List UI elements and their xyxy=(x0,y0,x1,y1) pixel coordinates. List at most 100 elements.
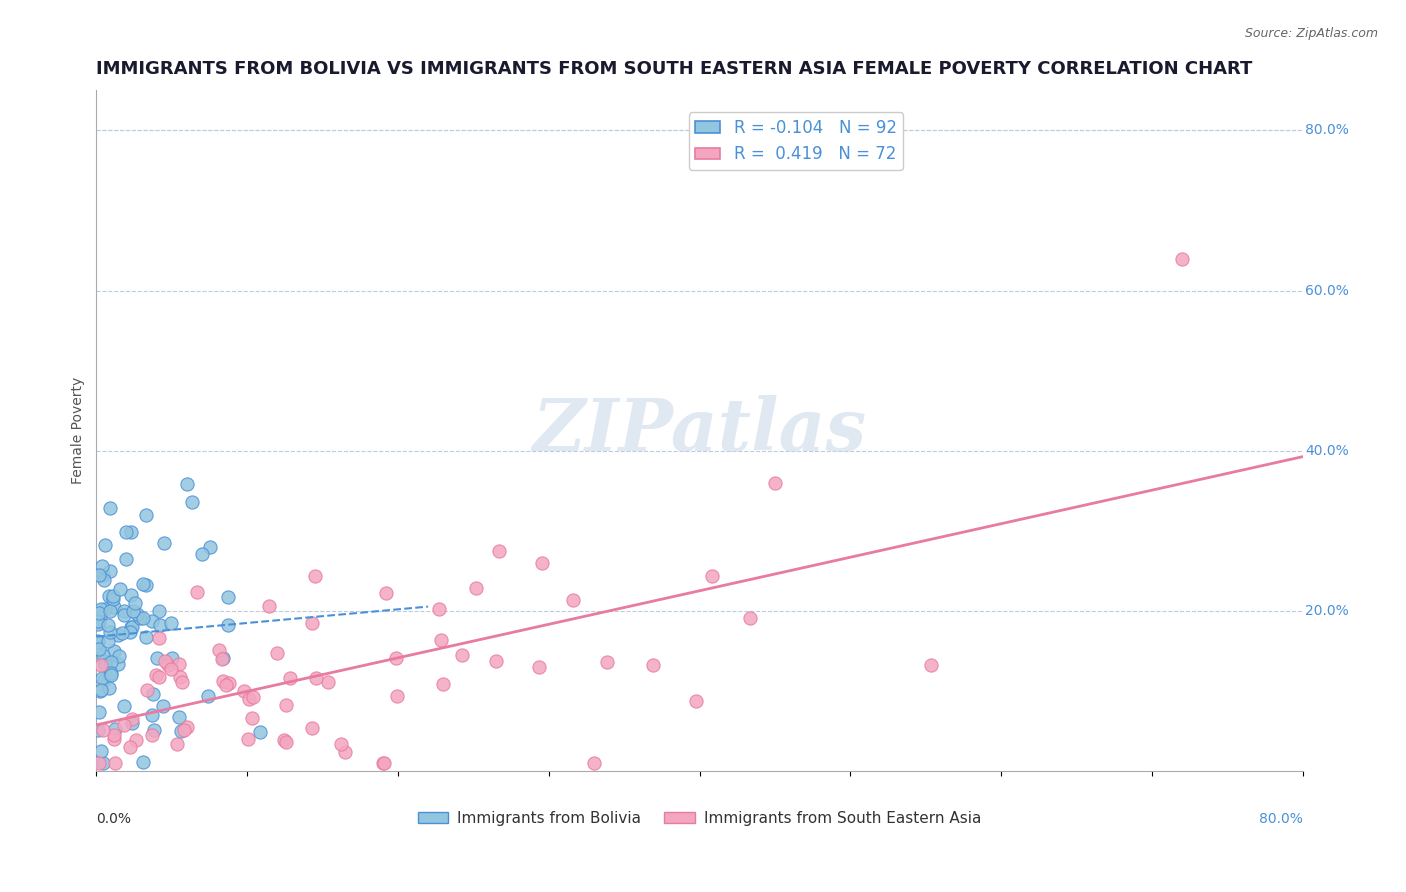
Immigrants from Bolivia xyxy=(94,602,117,616)
Immigrants from South Eastern Asia xyxy=(273,733,295,747)
Immigrants from Bolivia xyxy=(98,667,121,681)
Immigrants from South Eastern Asia xyxy=(301,721,323,735)
Immigrants from Bolivia xyxy=(93,653,115,667)
Immigrants from South Eastern Asia xyxy=(160,662,183,676)
Immigrants from South Eastern Asia xyxy=(427,602,450,616)
Immigrants from South Eastern Asia xyxy=(385,689,408,703)
Text: 20.0%: 20.0% xyxy=(1305,604,1348,618)
Text: 60.0%: 60.0% xyxy=(1305,284,1348,298)
Immigrants from Bolivia xyxy=(93,573,115,587)
Immigrants from Bolivia xyxy=(101,590,124,604)
Immigrants from South Eastern Asia xyxy=(257,599,280,613)
Immigrants from South Eastern Asia xyxy=(186,584,208,599)
Immigrants from Bolivia xyxy=(90,602,112,616)
Immigrants from Bolivia xyxy=(115,525,138,540)
Immigrants from South Eastern Asia xyxy=(208,643,231,657)
Immigrants from Bolivia xyxy=(141,708,163,723)
Immigrants from Bolivia xyxy=(149,618,172,632)
Immigrants from Bolivia xyxy=(87,635,110,649)
Immigrants from Bolivia xyxy=(110,582,132,596)
Immigrants from Bolivia xyxy=(176,476,198,491)
Immigrants from Bolivia xyxy=(100,604,122,618)
Immigrants from Bolivia xyxy=(89,609,111,624)
Immigrants from South Eastern Asia xyxy=(170,675,193,690)
Immigrants from Bolivia xyxy=(98,589,121,603)
Immigrants from South Eastern Asia xyxy=(465,581,488,595)
Immigrants from Bolivia xyxy=(100,624,122,639)
Immigrants from Bolivia xyxy=(87,634,110,648)
Immigrants from Bolivia xyxy=(91,671,114,685)
Immigrants from South Eastern Asia xyxy=(242,690,264,704)
Immigrants from Bolivia xyxy=(97,681,120,695)
Immigrants from Bolivia xyxy=(217,618,239,632)
Immigrants from South Eastern Asia xyxy=(240,711,263,725)
Immigrants from Bolivia xyxy=(122,604,145,618)
Immigrants from Bolivia xyxy=(91,756,114,771)
Immigrants from South Eastern Asia xyxy=(738,611,761,625)
Immigrants from South Eastern Asia xyxy=(700,569,723,583)
Immigrants from South Eastern Asia xyxy=(643,657,665,672)
Immigrants from Bolivia xyxy=(167,709,190,723)
Immigrants from Bolivia xyxy=(91,568,114,582)
Immigrants from Bolivia xyxy=(91,558,114,573)
Immigrants from Bolivia xyxy=(107,657,129,672)
Immigrants from South Eastern Asia xyxy=(156,657,179,672)
Immigrants from South Eastern Asia xyxy=(148,670,170,684)
Immigrants from South Eastern Asia xyxy=(112,718,135,732)
Immigrants from South Eastern Asia xyxy=(385,650,408,665)
Immigrants from Bolivia xyxy=(93,648,115,663)
Text: Source: ZipAtlas.com: Source: ZipAtlas.com xyxy=(1244,27,1378,40)
Immigrants from Bolivia xyxy=(160,615,183,630)
Immigrants from Bolivia xyxy=(97,617,120,632)
Immigrants from South Eastern Asia xyxy=(211,651,233,665)
Immigrants from Bolivia xyxy=(143,723,166,738)
Immigrants from South Eastern Asia xyxy=(104,756,127,771)
Immigrants from South Eastern Asia xyxy=(304,568,326,582)
Immigrants from Bolivia xyxy=(101,592,124,607)
Immigrants from South Eastern Asia xyxy=(215,677,238,691)
Immigrants from South Eastern Asia xyxy=(238,731,260,746)
Immigrants from South Eastern Asia xyxy=(124,733,146,747)
Immigrants from Bolivia xyxy=(131,611,153,625)
Immigrants from Bolivia xyxy=(89,705,111,719)
Immigrants from South Eastern Asia xyxy=(305,671,328,685)
Immigrants from Bolivia xyxy=(87,723,110,738)
Immigrants from South Eastern Asia xyxy=(155,654,177,668)
Immigrants from Bolivia xyxy=(103,644,125,658)
Immigrants from Bolivia xyxy=(112,603,135,617)
Immigrants from Bolivia xyxy=(87,616,110,631)
Immigrants from Bolivia xyxy=(87,606,110,620)
Immigrants from South Eastern Asia xyxy=(329,737,352,751)
Text: 80.0%: 80.0% xyxy=(1305,123,1348,137)
Immigrants from Bolivia xyxy=(127,607,149,622)
Immigrants from South Eastern Asia xyxy=(103,728,125,742)
Immigrants from South Eastern Asia xyxy=(432,677,454,691)
Immigrants from South Eastern Asia xyxy=(166,737,188,751)
Immigrants from South Eastern Asia xyxy=(169,670,191,684)
Legend: Immigrants from Bolivia, Immigrants from South Eastern Asia: Immigrants from Bolivia, Immigrants from… xyxy=(412,805,987,832)
Text: ZIPatlas: ZIPatlas xyxy=(533,395,866,467)
Immigrants from South Eastern Asia xyxy=(89,756,111,771)
Immigrants from South Eastern Asia xyxy=(562,592,585,607)
Immigrants from Bolivia xyxy=(146,650,169,665)
Text: 80.0%: 80.0% xyxy=(1258,813,1303,826)
Immigrants from Bolivia xyxy=(112,699,135,714)
Immigrants from Bolivia xyxy=(87,642,110,657)
Immigrants from South Eastern Asia xyxy=(596,655,619,669)
Immigrants from Bolivia xyxy=(111,626,134,640)
Immigrants from Bolivia xyxy=(87,615,110,629)
Immigrants from Bolivia xyxy=(94,655,117,669)
Immigrants from South Eastern Asia xyxy=(430,633,453,648)
Immigrants from South Eastern Asia xyxy=(318,675,340,690)
Immigrants from South Eastern Asia xyxy=(169,657,191,671)
Immigrants from South Eastern Asia xyxy=(232,683,254,698)
Immigrants from Bolivia xyxy=(93,673,115,688)
Immigrants from Bolivia xyxy=(135,508,157,523)
Immigrants from Bolivia xyxy=(217,591,239,605)
Immigrants from Bolivia xyxy=(98,564,121,578)
Immigrants from South Eastern Asia xyxy=(218,676,240,690)
Immigrants from South Eastern Asia xyxy=(685,693,707,707)
Immigrants from South Eastern Asia xyxy=(333,745,356,759)
Immigrants from South Eastern Asia xyxy=(531,556,554,570)
Text: IMMIGRANTS FROM BOLIVIA VS IMMIGRANTS FROM SOUTH EASTERN ASIA FEMALE POVERTY COR: IMMIGRANTS FROM BOLIVIA VS IMMIGRANTS FR… xyxy=(97,60,1253,78)
